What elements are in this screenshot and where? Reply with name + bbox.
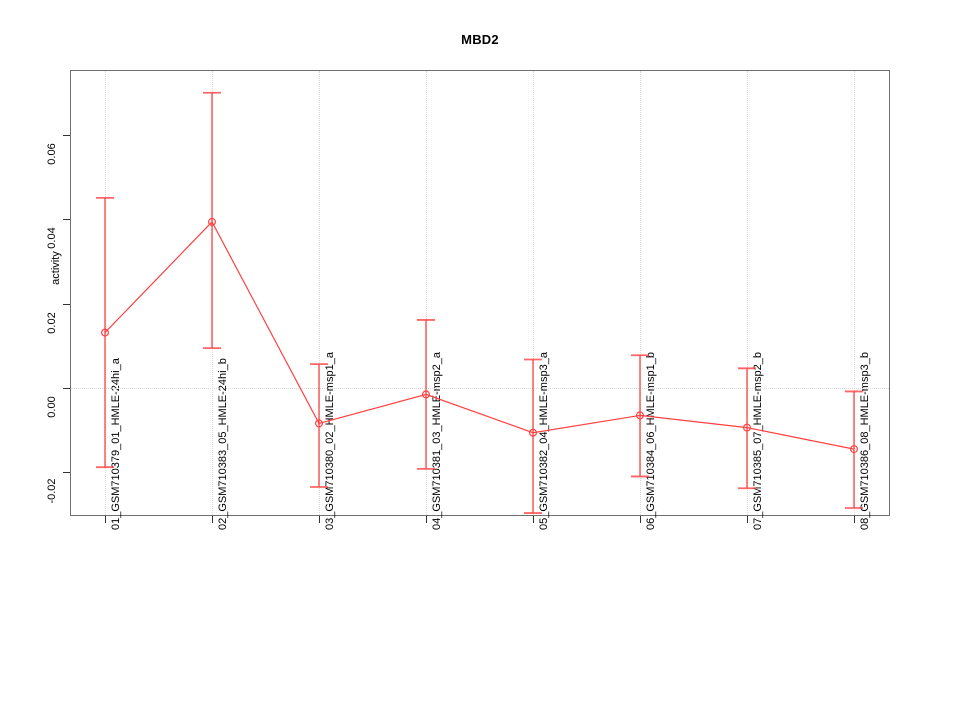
vertical-gridline — [212, 71, 213, 515]
y-axis-tick-mark — [63, 388, 70, 389]
vertical-gridline — [640, 71, 641, 515]
y-axis-tick-label: 0.02 — [46, 312, 58, 334]
x-axis-tick-mark — [533, 516, 534, 523]
x-axis-tick-label: 02_GSM710383_05_HMLE-24hi_b — [217, 358, 229, 530]
y-axis-tick-mark — [63, 472, 70, 473]
x-axis-tick-mark — [854, 516, 855, 523]
x-axis-tick-mark — [640, 516, 641, 523]
x-axis-tick-label: 07_GSM710385_07_HMLE-msp2_b — [752, 352, 764, 530]
vertical-gridline — [854, 71, 855, 515]
y-axis-tick-label: 0.00 — [46, 396, 58, 418]
x-axis-tick-mark — [319, 516, 320, 523]
vertical-gridline — [533, 71, 534, 515]
y-axis-tick-mark — [63, 219, 70, 220]
x-axis-tick-mark — [747, 516, 748, 523]
x-axis-tick-mark — [212, 516, 213, 523]
plot-area — [70, 70, 890, 516]
x-axis-tick-label: 08_GSM710386_08_HMLE-msp3_b — [859, 352, 871, 530]
vertical-gridline — [426, 71, 427, 515]
x-axis-tick-mark — [426, 516, 427, 523]
y-axis-tick-mark — [63, 304, 70, 305]
y-axis-tick-label: 0.04 — [46, 227, 58, 249]
x-axis-tick-label: 04_GSM710381_03_HMLE-msp2_a — [431, 352, 443, 530]
page-title: MBD2 — [461, 32, 499, 47]
vertical-gridline — [747, 71, 748, 515]
y-axis-tick-label: -0.02 — [46, 478, 58, 504]
x-axis-tick-label: 05_GSM710382_04_HMLE-msp3_a — [538, 352, 550, 530]
vertical-gridline — [319, 71, 320, 515]
vertical-gridline — [105, 71, 106, 515]
x-axis-tick-label: 06_GSM710384_06_HMLE-msp1_b — [645, 352, 657, 530]
x-axis-tick-mark — [105, 516, 106, 523]
x-axis-tick-label: 01_GSM710379_01_HMLE-24hi_a — [110, 358, 122, 530]
x-axis-tick-label: 03_GSM710380_02_HMLE-msp1_a — [324, 352, 336, 530]
zero-reference-gridline — [71, 388, 889, 389]
y-axis-tick-mark — [63, 135, 70, 136]
y-axis-tick-label: 0.06 — [46, 143, 58, 165]
